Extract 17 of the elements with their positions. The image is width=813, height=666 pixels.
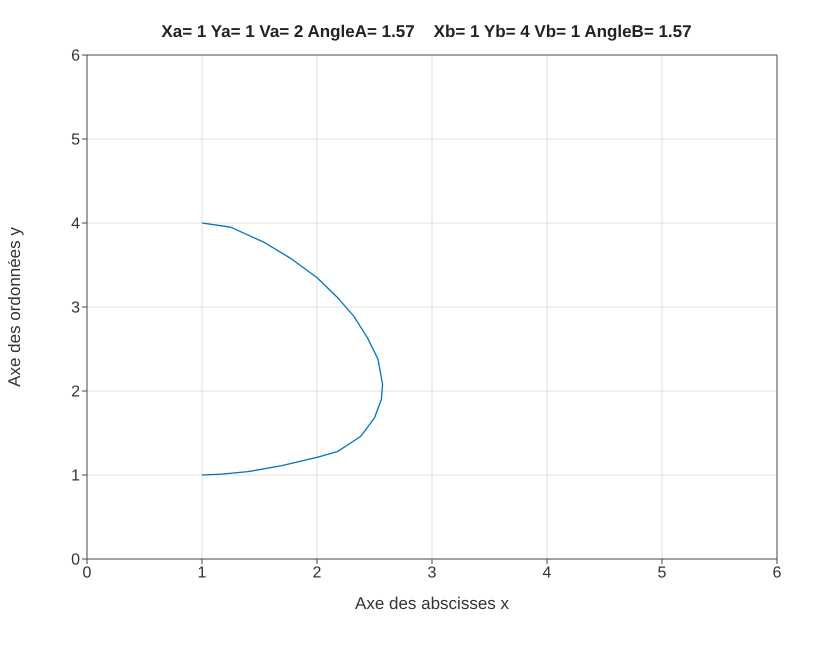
chart-title: Xa= 1 Ya= 1 Va= 2 AngleA= 1.57 Xb= 1 Yb= 4 Vb= 1 AngleB= 1.57: [160, 22, 693, 42]
line-series: [201, 222, 384, 476]
y-tick-label: 4: [71, 216, 80, 233]
x-tick-label: 6: [772, 564, 782, 582]
x-axis-title: Axe des abscisses x: [354, 594, 510, 613]
y-tick-label: 2: [71, 384, 80, 401]
x-tick-label: 1: [198, 564, 207, 582]
y-tick-label: 1: [71, 468, 80, 485]
y-tick-label: 0: [71, 552, 80, 569]
y-tick-label: 3: [71, 300, 80, 317]
x-tick-label: 3: [428, 564, 437, 582]
x-tick-label: 2: [312, 564, 322, 582]
x-tick-label: 0: [82, 564, 92, 582]
x-tick-label: 4: [542, 564, 552, 582]
y-tick-label: 6: [71, 48, 80, 65]
x-tick-label: 5: [658, 564, 667, 582]
y-tick-label: 5: [71, 132, 80, 149]
